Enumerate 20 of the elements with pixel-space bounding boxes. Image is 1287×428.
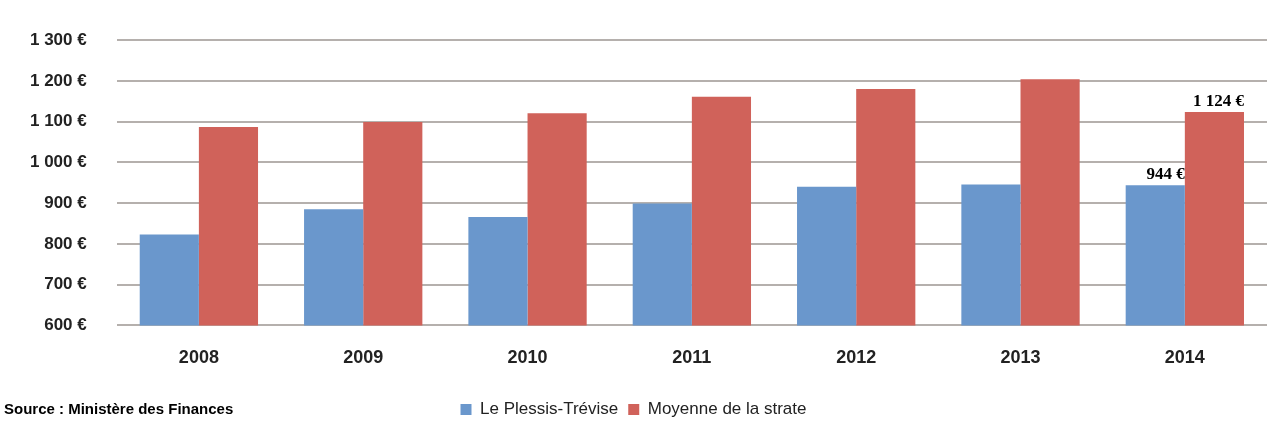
data-label: 1 124 € (1192, 90, 1245, 110)
y-tick-label: 900 € (44, 192, 88, 212)
y-tick-label: 1 200 € (29, 70, 88, 90)
y-tick-label: 600 € (44, 315, 88, 335)
y-tick-label: 1 100 € (29, 111, 88, 131)
x-tick-label: 2013 (1000, 347, 1041, 368)
x-tick-label: 2011 (672, 347, 712, 368)
y-tick-label: 800 € (44, 233, 88, 253)
source-note: Source : Ministère des Finances (4, 400, 234, 417)
x-tick-label: 2010 (507, 347, 548, 368)
data-label: 944 € (1146, 164, 1186, 184)
y-tick-label: 1 000 € (29, 152, 88, 172)
legend-label: Le Plessis-Trévise (480, 399, 619, 419)
legend-label: Moyenne de la strate (647, 399, 807, 419)
y-tick-label: 1 300 € (29, 29, 88, 49)
x-tick-label: 2009 (343, 347, 384, 368)
y-tick-label: 700 € (44, 274, 88, 294)
x-tick-label: 2014 (1164, 347, 1205, 368)
x-tick-label: 2012 (836, 347, 877, 368)
x-tick-label: 2008 (178, 347, 219, 368)
